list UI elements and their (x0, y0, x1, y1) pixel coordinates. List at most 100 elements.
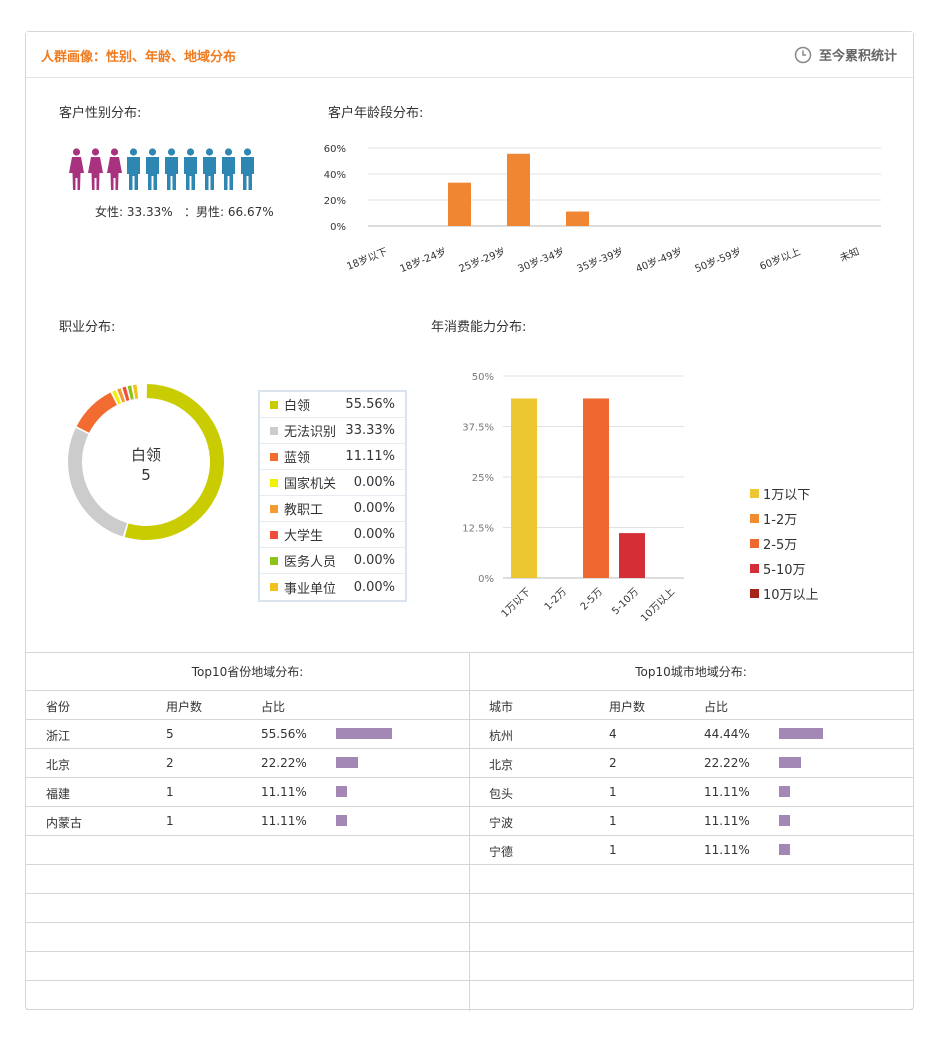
legend-swatch (750, 489, 759, 498)
legend-value: 0.00% (353, 553, 395, 568)
header-province: 省份 (46, 700, 71, 714)
legend-name: 无法识别 (284, 425, 337, 440)
legend-name: 事业单位 (284, 581, 337, 597)
cell-ratio: 11.11% (704, 785, 750, 799)
donut-slice[interactable] (117, 388, 126, 403)
legend-swatch (270, 583, 278, 591)
age-ytick-label: 40% (324, 170, 346, 181)
male-person-icon (165, 148, 178, 190)
table-row: 包头 1 11.11% (469, 778, 913, 807)
table-row: 福建 1 11.11% (26, 778, 469, 807)
male-person-icon (203, 148, 216, 190)
male-person-icon (184, 148, 197, 190)
male-person-icon (146, 148, 159, 190)
cell-ratio: 22.22% (261, 756, 307, 770)
occupation-legend: 白领 55.56% 无法识别 33.33% 蓝领 11.11% 国家机关 0.00% 教职工 0.… (258, 390, 407, 602)
spend-xtick-label: 2-5万 (579, 586, 605, 612)
legend-name: 1-2万 (763, 513, 798, 528)
spend-ytick-label: 25% (472, 473, 494, 484)
legend-name: 2-5万 (763, 538, 798, 553)
cell-region: 内蒙古 (46, 816, 83, 830)
city-table-header: 城市 用户数 占比 (469, 691, 913, 720)
legend-name: 1万以下 (763, 488, 811, 503)
table-row (26, 923, 469, 952)
cell-ratio: 22.22% (704, 756, 750, 770)
cell-region: 宁波 (489, 816, 514, 830)
donut-slice[interactable] (76, 392, 117, 433)
legend-name: 白领 (284, 399, 311, 414)
male-person-icon (127, 148, 140, 190)
legend-name: 医务人员 (284, 555, 337, 570)
ratio-bar (779, 786, 790, 797)
spending-section-label: 年消费能力分布: (431, 320, 527, 335)
spending-legend-item[interactable]: 10万以上 (750, 581, 819, 606)
cell-user-count: 1 (609, 814, 617, 828)
age-ytick-label: 60% (324, 144, 346, 155)
donut-slice[interactable] (122, 386, 130, 402)
cell-user-count: 1 (166, 814, 174, 828)
age-ytick-label: 0% (330, 222, 346, 233)
ratio-bar (336, 757, 358, 768)
cell-ratio: 11.11% (704, 814, 750, 828)
region-tables: Top10省份地域分布: 省份 用户数 占比 浙江 5 55.56% 北京 2 22.22… (26, 652, 913, 1011)
cell-user-count: 2 (609, 756, 617, 770)
occupation-legend-item[interactable]: 国家机关 0.00% (260, 470, 405, 496)
province-table-title: Top10省份地域分布: (26, 653, 469, 691)
age-section-label: 客户年龄段分布: (328, 106, 424, 121)
occupation-legend-item[interactable]: 白领 55.56% (260, 392, 405, 418)
table-row (469, 981, 913, 1010)
donut-slice[interactable] (127, 385, 134, 400)
panel-header: 人群画像：性别、年龄、地域分布 至今累积统计 (26, 32, 913, 78)
legend-value: 11.11% (345, 449, 395, 464)
table-row (26, 836, 469, 865)
spend-bar (511, 398, 537, 578)
occupation-legend-item[interactable]: 蓝领 11.11% (260, 444, 405, 470)
spending-legend-item[interactable]: 5-10万 (750, 556, 819, 581)
header-ratio: 占比 (261, 700, 286, 714)
donut-slice[interactable] (112, 390, 121, 405)
occupation-legend-item[interactable]: 医务人员 0.00% (260, 548, 405, 574)
legend-name: 5-10万 (763, 563, 806, 578)
spend-bar (619, 533, 645, 578)
donut-slice[interactable] (67, 428, 128, 537)
legend-value: 0.00% (353, 527, 395, 542)
legend-value: 0.00% (353, 475, 395, 490)
spending-legend-item[interactable]: 2-5万 (750, 531, 819, 556)
occupation-legend-item[interactable]: 事业单位 0.00% (260, 574, 405, 600)
legend-name: 教职工 (284, 503, 324, 518)
age-bar (448, 182, 471, 226)
legend-swatch (750, 589, 759, 598)
spend-xtick-label: 1万以下 (500, 586, 533, 619)
occupation-legend-item[interactable]: 教职工 0.00% (260, 496, 405, 522)
spend-xtick-label: 10万以上 (638, 586, 677, 624)
occupation-legend-item[interactable]: 大学生 0.00% (260, 522, 405, 548)
spending-legend-item[interactable]: 1-2万 (750, 506, 819, 531)
legend-name: 大学生 (284, 529, 324, 544)
age-xtick-label: 30岁-34岁 (516, 245, 566, 272)
legend-swatch (270, 426, 278, 435)
legend-name: 国家机关 (284, 477, 337, 492)
spending-legend-item[interactable]: 1万以下 (750, 481, 819, 506)
occupation-legend-item[interactable]: 无法识别 33.33% (260, 418, 405, 444)
age-xtick-label: 40岁-49岁 (634, 245, 684, 272)
table-row (26, 981, 469, 1010)
cell-user-count: 5 (166, 727, 174, 741)
city-table: Top10城市地域分布: 城市 用户数 占比 杭州 4 44.44% 北京 2 22.22… (469, 653, 913, 1011)
legend-swatch (750, 564, 759, 573)
donut-slice[interactable] (132, 384, 139, 399)
donut-slice[interactable] (124, 384, 224, 540)
province-table-header: 省份 用户数 占比 (26, 691, 469, 720)
age-bar (507, 153, 530, 226)
spend-ytick-label: 12.5% (462, 524, 494, 535)
table-row: 浙江 5 55.56% (26, 720, 469, 749)
table-row (469, 894, 913, 923)
cumulative-stat-button[interactable]: 至今累积统计 (794, 45, 897, 64)
crowd-portrait-panel: 人群画像：性别、年龄、地域分布 至今累积统计 客户性别分布: 女性: 33.33… (25, 31, 914, 1011)
legend-swatch (270, 400, 278, 409)
cell-region: 福建 (46, 787, 71, 801)
donut-center-label: 白领 (131, 446, 161, 464)
male-person-icon (241, 148, 254, 190)
female-person-icon (107, 148, 122, 190)
table-row: 北京 2 22.22% (26, 749, 469, 778)
